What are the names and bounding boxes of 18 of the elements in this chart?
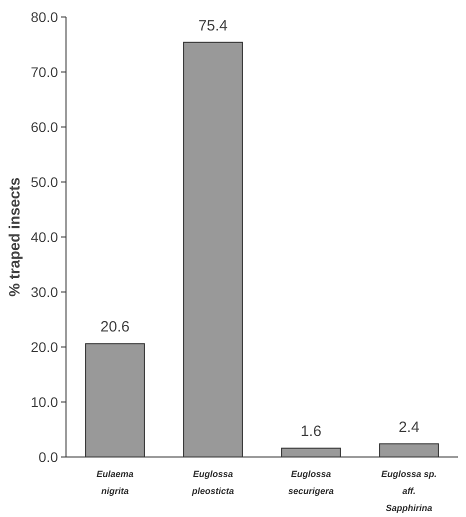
data-label: 1.6 [300,423,322,440]
y-tick-label: 60.0 [30,118,58,135]
data-label: 20.6 [100,318,130,336]
x-tick-label: Eulaema nigrita [96,469,134,496]
data-label: 2.4 [398,418,420,436]
y-tick-label: 80.0 [30,8,58,25]
data-label: 75.4 [198,17,228,34]
y-tick-label: 0.0 [38,448,58,465]
y-tick-label: 20.0 [30,338,58,355]
y-tick-label: 70.0 [30,64,58,80]
x-tick-label: Euglossa sp. aff. Sapphirina [381,469,437,513]
x-tick-label: Euglossa securigera [288,469,334,496]
y-tick-label: 40.0 [30,228,58,245]
y-axis-title: % traped insects [6,177,24,297]
y-tick-label: 30.0 [30,284,58,300]
y-tick-label: 10.0 [30,394,58,410]
y-tick-label: 50.0 [30,174,58,190]
x-tick-label: Euglossa pleosticta [190,469,234,496]
